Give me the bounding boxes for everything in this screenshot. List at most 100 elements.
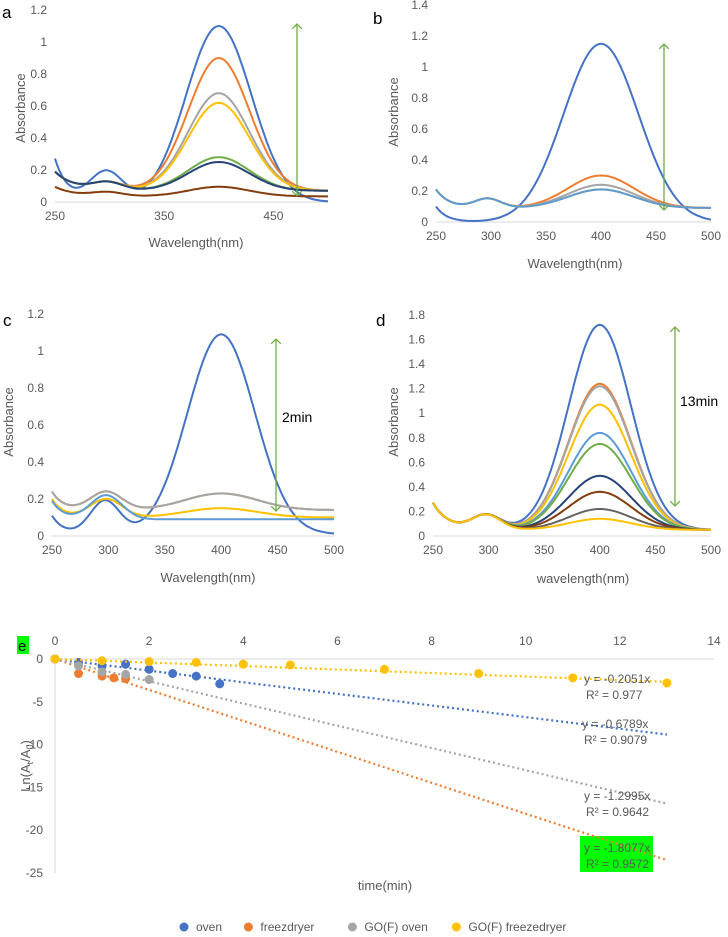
y-tick-label: 1.2	[408, 382, 425, 396]
y-tick-label: 1.4	[411, 0, 428, 12]
y-tick-label: -10	[26, 738, 44, 752]
series-line-s4	[54, 101, 329, 192]
legend-marker-oven	[179, 922, 189, 932]
point-GO(F) freezedryer	[568, 673, 578, 683]
y-tick-label: -5	[32, 695, 43, 709]
x-tick-label: 450	[646, 229, 666, 243]
y-tick-label: 1.2	[30, 3, 47, 17]
y-tick-label: 1	[40, 35, 47, 49]
point-GO(F) oven	[97, 667, 107, 677]
point-GO(F) freezedryer	[285, 660, 295, 670]
trend-eq-GO(F) freezedryer: y = -0.2051x	[584, 672, 650, 686]
y-tick-label: 1	[418, 406, 425, 420]
x-tick-label: 4	[240, 634, 247, 648]
ylabel-c: Absorbance	[1, 387, 16, 456]
ylabel-a: Absorbance	[13, 73, 28, 142]
trend-r2-oven: R² = 0.9079	[584, 733, 647, 747]
x-tick-label: 10	[519, 634, 533, 648]
panel-b: 0 0.2 0.4 0.6 0.8 1 1.2 1.4 250 300 350 400 450 500	[411, 0, 721, 243]
trend-eq-GO(F) oven: y = -1.2995x	[584, 789, 650, 803]
point-GO(F) oven	[74, 661, 84, 671]
x-tick-label: 2	[146, 634, 153, 648]
y-tick-label: 0.4	[408, 480, 425, 494]
x-tick-label: 6	[334, 634, 341, 648]
point-GO(F) freezedryer	[144, 657, 154, 667]
y-tick-label: 0.8	[30, 67, 47, 81]
y-tick-label: 0.6	[411, 122, 428, 136]
x-tick-label: 250	[45, 209, 65, 223]
point-oven	[191, 671, 201, 681]
y-tick-label: -25	[26, 866, 44, 880]
xlabel-a: Wavelength(nm)	[149, 235, 244, 250]
x-tick-label: 12	[613, 634, 627, 648]
legend-label-GO(F) freezedryer: GO(F) freezedryer	[468, 920, 566, 934]
x-tick-label: 400	[211, 543, 231, 557]
xlabel-d: wavelength(nm)	[536, 571, 630, 586]
point-GO(F) freezedryer	[97, 656, 107, 666]
y-tick-label: 0.6	[408, 455, 425, 469]
point-GO(F) freezedryer	[474, 669, 484, 679]
point-GO(F) freezedryer	[191, 657, 201, 667]
y-tick-label: 0.6	[30, 99, 47, 113]
series-line-s8	[432, 490, 711, 531]
y-tick-label: 0.2	[411, 184, 428, 198]
series-line-s1	[432, 323, 712, 531]
panel-e: 0 2 4 6 8 10 12 14 0 -5 -10 -15 -20 -25 y = -0.6789x R²…	[26, 634, 721, 880]
point-oven	[168, 669, 178, 679]
series-line-s4	[51, 497, 334, 519]
x-tick-label: 350	[534, 543, 554, 557]
legend-label-GO(F) oven: GO(F) oven	[364, 920, 427, 934]
point-GO(F) freezedryer	[50, 654, 60, 664]
x-tick-label: 250	[423, 543, 443, 557]
x-tick-label: 450	[268, 543, 288, 557]
y-tick-label: 0.8	[27, 381, 44, 395]
x-tick-label: 300	[479, 543, 499, 557]
panel-letter-e: e	[18, 638, 26, 655]
y-tick-label: 0.6	[27, 418, 44, 432]
series-line-s6	[54, 160, 329, 192]
point-oven	[121, 659, 131, 669]
x-tick-label: 300	[481, 229, 501, 243]
ylabel-d: Absorbance	[386, 387, 401, 456]
trend-eq-freezdryer: y = -1.8077x	[584, 841, 650, 855]
point-oven	[144, 664, 154, 674]
trendline-freezdryer	[54, 657, 668, 862]
point-freezdryer	[109, 673, 119, 683]
y-tick-label: 0.8	[408, 431, 425, 445]
panel-a: 0 0.2 0.4 0.6 0.8 1 1.2 250 350 450	[30, 3, 329, 223]
legend: oven freezdryer GO(F) oven GO(F) freezedrye…	[179, 920, 566, 934]
panel-c: 0 0.2 0.4 0.6 0.8 1 1.2 250 300 350 400 450 500	[27, 307, 344, 557]
y-tick-label: 1.8	[408, 308, 425, 322]
series-line-s4	[432, 403, 711, 531]
y-tick-label: 0.8	[411, 91, 428, 105]
y-tick-label: 0.4	[30, 131, 47, 145]
trendline-GO(F) freezedryer	[54, 657, 667, 683]
x-tick-label: 400	[590, 543, 610, 557]
x-tick-label: 450	[645, 543, 665, 557]
y-tick-label: 0.2	[408, 504, 425, 518]
y-tick-label: 1.4	[408, 357, 425, 371]
x-tick-label: 300	[98, 543, 118, 557]
ylabel-b: Absorbance	[386, 77, 401, 146]
series-line-s1	[54, 24, 328, 203]
y-tick-label: -15	[26, 780, 44, 794]
legend-marker-freezdryer	[243, 922, 253, 932]
point-GO(F) freezedryer	[662, 678, 672, 688]
note-c: 2min	[282, 409, 312, 425]
x-tick-label: 400	[591, 229, 611, 243]
x-tick-label: 350	[154, 209, 174, 223]
series-line-s7	[54, 185, 328, 198]
x-tick-label: 500	[701, 229, 721, 243]
y-tick-label: 1	[37, 344, 44, 358]
point-GO(F) freezedryer	[238, 659, 248, 669]
y-tick-label: 0	[36, 652, 43, 666]
y-tick-label: 1.2	[411, 29, 428, 43]
x-tick-label: 14	[707, 634, 721, 648]
y-tick-label: 1.2	[27, 307, 44, 321]
y-tick-label: 0	[37, 529, 44, 543]
y-tick-label: 0	[418, 529, 425, 543]
panel-d: 0 0.2 0.4 0.6 0.8 1 1.2 1.4 1.6 1.8 250 300 350 400 45…	[408, 308, 721, 557]
trend-r2-GO(F) oven: R² = 0.9642	[586, 805, 649, 819]
y-tick-label: 0	[421, 215, 428, 229]
x-tick-label: 250	[426, 229, 446, 243]
